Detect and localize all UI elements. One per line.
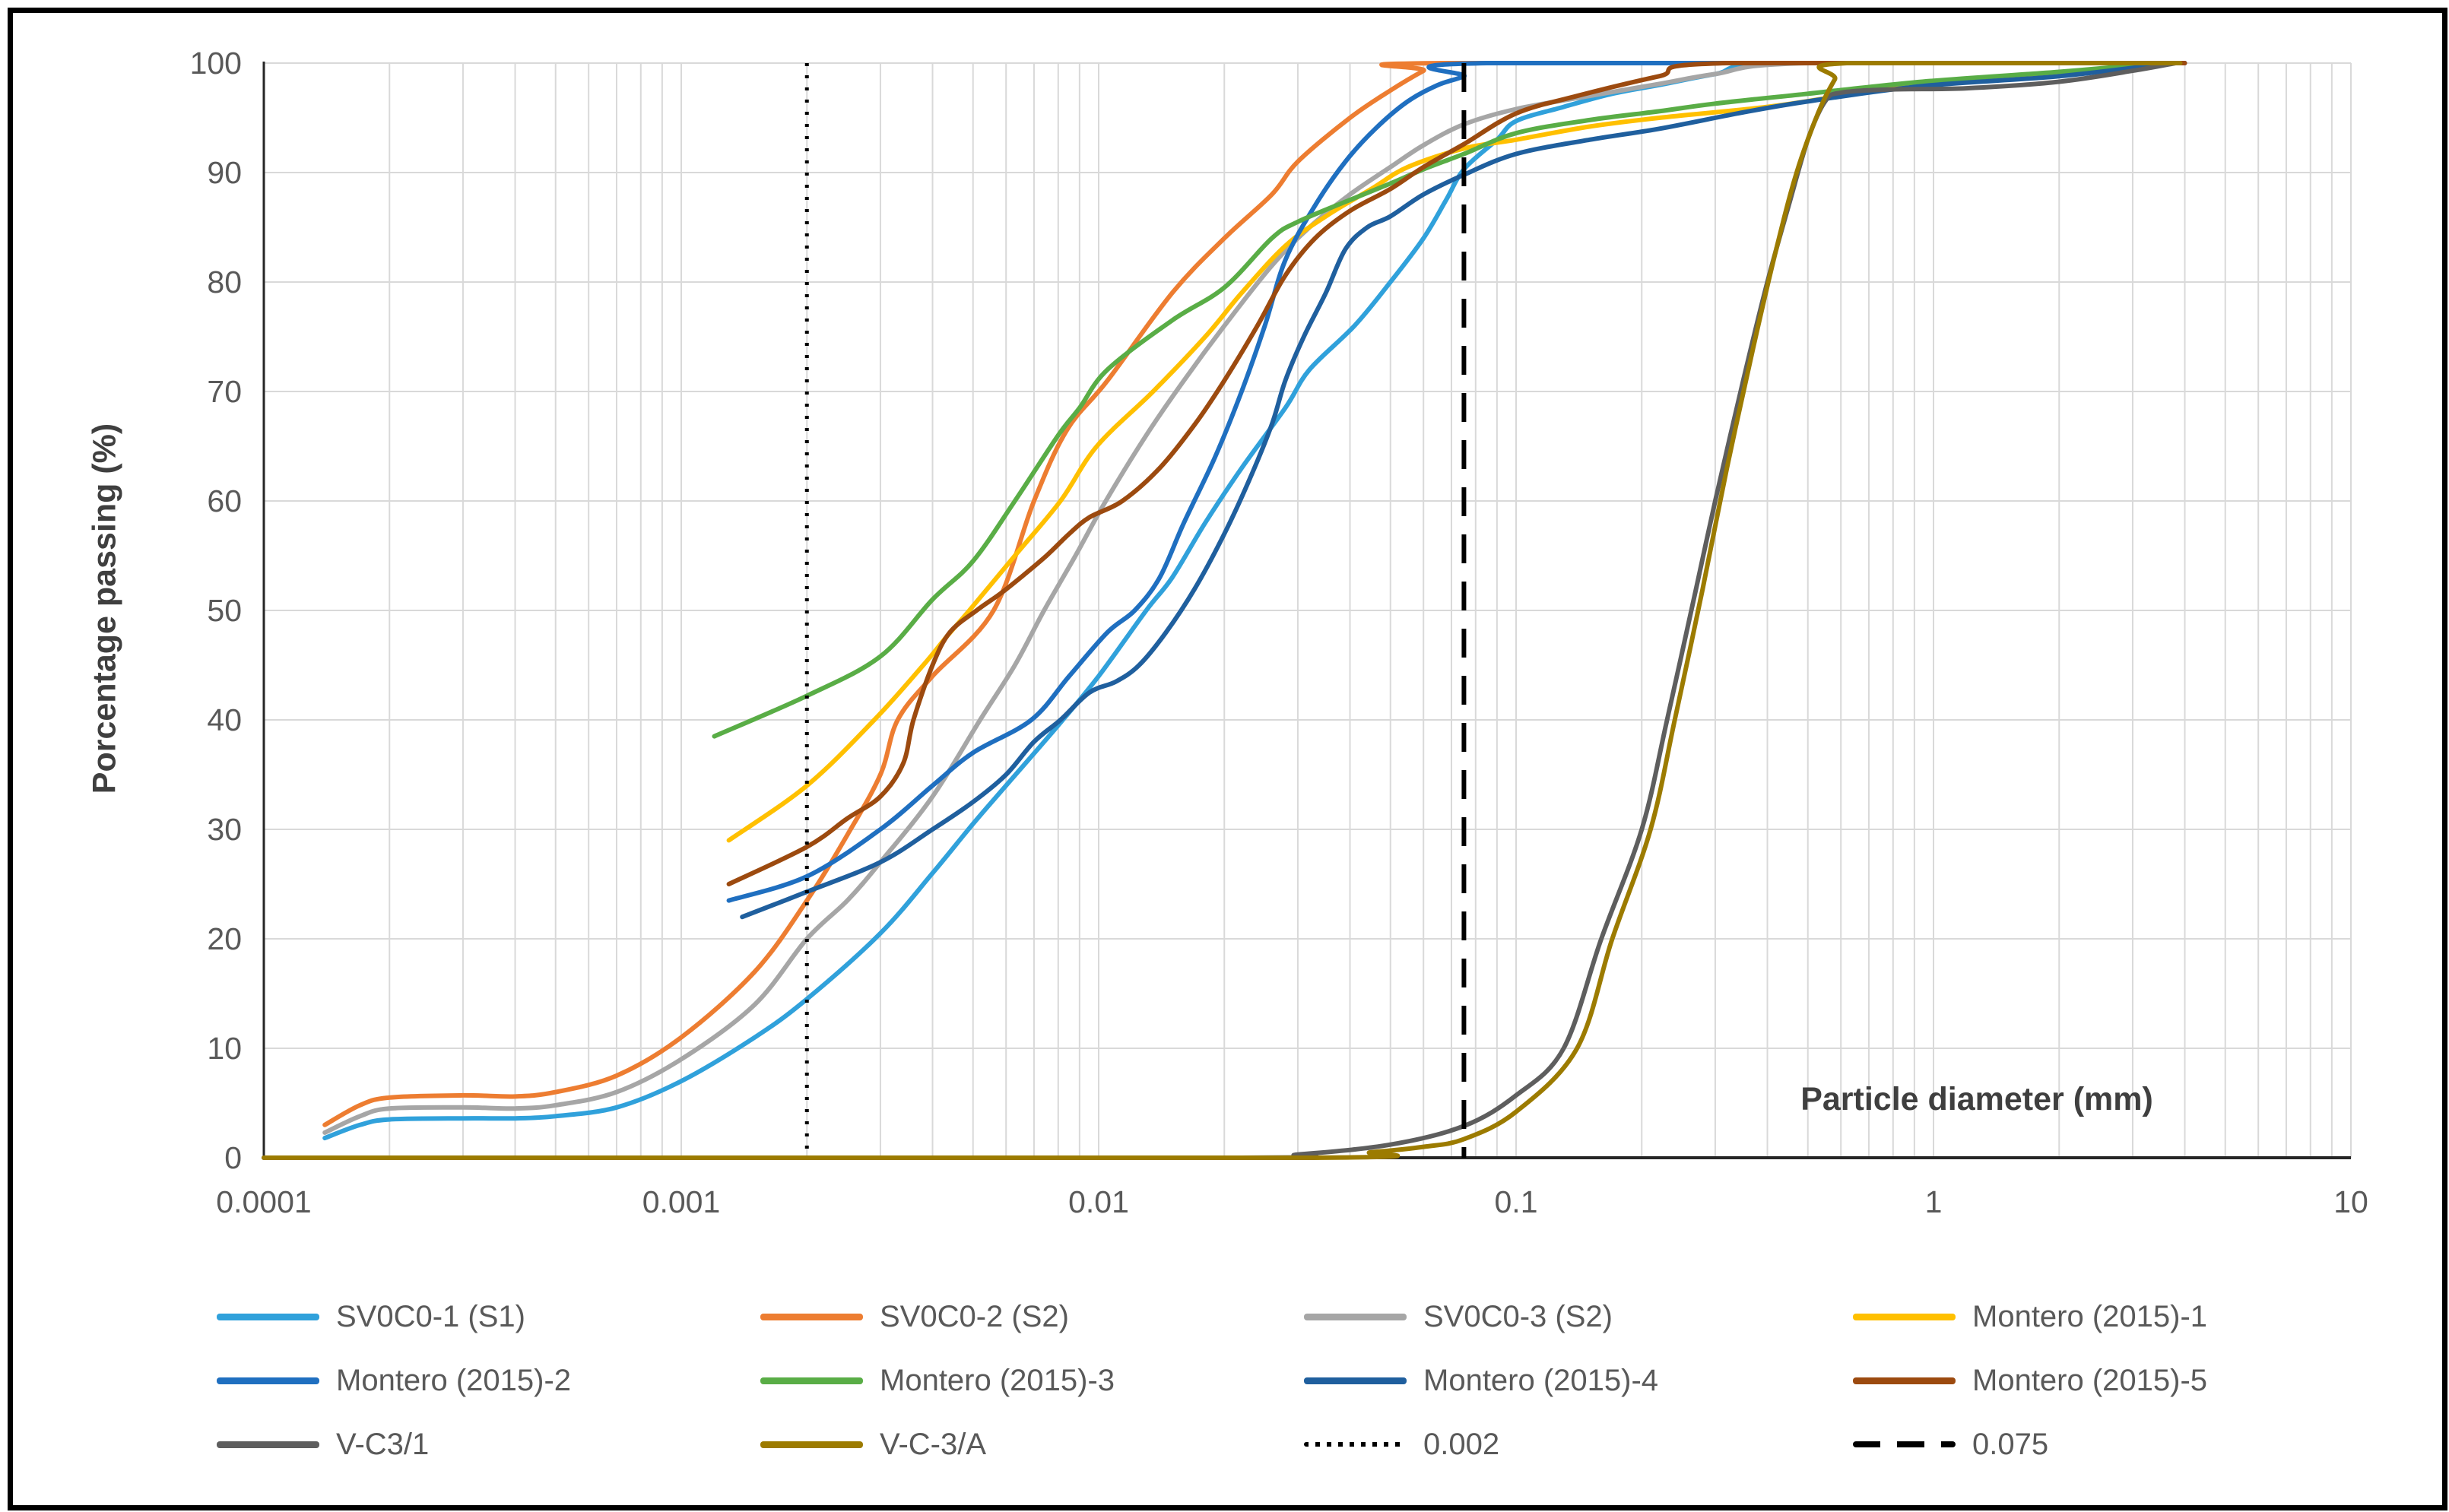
x-tick-0p001: 0.001 xyxy=(642,1184,721,1219)
y-tick-100: 100 xyxy=(189,46,242,81)
legend-label: Montero (2015)-1 xyxy=(1972,1299,2208,1333)
y-tick-30: 30 xyxy=(207,812,242,847)
legend-item-montero-1: Montero (2015)-1 xyxy=(1853,1297,2207,1336)
legend-swatch-ref-0075 xyxy=(1853,1441,1956,1447)
legend-item-v-c3-1: V-C3/1 xyxy=(217,1425,429,1464)
y-tick-60: 60 xyxy=(207,483,242,518)
legend-item-montero-4: Montero (2015)-4 xyxy=(1304,1361,1658,1400)
x-axis-title: Particle diameter (mm) xyxy=(1800,1081,2153,1117)
legend-swatch-ref-0002 xyxy=(1304,1442,1407,1447)
legend-swatch-montero-2 xyxy=(217,1377,319,1384)
legend-swatch-v-c-3-a xyxy=(760,1441,863,1448)
chart-outer-border xyxy=(8,8,2447,1510)
y-tick-40: 40 xyxy=(207,702,242,737)
legend-item-ref-0075: 0.075 xyxy=(1853,1425,2048,1464)
legend-label: Montero (2015)-4 xyxy=(1423,1363,1659,1397)
y-tick-20: 20 xyxy=(207,921,242,956)
y-tick-80: 80 xyxy=(207,265,242,300)
legend-swatch-montero-1 xyxy=(1853,1313,1956,1320)
legend-label: 0.075 xyxy=(1972,1427,2049,1461)
legend-item-sv0c0-2: SV0C0-2 (S2) xyxy=(760,1297,1069,1336)
legend-label: Montero (2015)-2 xyxy=(336,1363,572,1397)
legend-swatch-sv0c0-1 xyxy=(217,1313,319,1320)
legend-label: V-C3/1 xyxy=(336,1427,430,1461)
legend-label: SV0C0-2 (S2) xyxy=(880,1299,1069,1333)
legend-swatch-sv0c0-3 xyxy=(1304,1313,1407,1320)
legend-item-ref-0002: 0.002 xyxy=(1304,1425,1499,1464)
y-tick-0: 0 xyxy=(224,1140,242,1175)
x-tick-10: 10 xyxy=(2333,1184,2368,1219)
legend-swatch-v-c3-1 xyxy=(217,1441,319,1448)
x-tick-1: 1 xyxy=(1924,1184,1943,1219)
legend-label: SV0C0-1 (S1) xyxy=(336,1299,525,1333)
legend-item-montero-5: Montero (2015)-5 xyxy=(1853,1361,2207,1400)
legend-swatch-montero-4 xyxy=(1304,1377,1407,1384)
x-tick-0p0001: 0.0001 xyxy=(216,1184,312,1219)
y-tick-10: 10 xyxy=(207,1031,242,1066)
legend-item-sv0c0-1: SV0C0-1 (S1) xyxy=(217,1297,525,1336)
legend-item-v-c-3-a: V-C-3/A xyxy=(760,1425,986,1464)
legend-item-montero-3: Montero (2015)-3 xyxy=(760,1361,1115,1400)
y-tick-70: 70 xyxy=(207,374,242,409)
legend-label: 0.002 xyxy=(1423,1427,1500,1461)
legend-label: Montero (2015)-5 xyxy=(1972,1363,2208,1397)
x-tick-0p01: 0.01 xyxy=(1068,1184,1129,1219)
legend-label: V-C-3/A xyxy=(880,1427,987,1461)
legend-label: SV0C0-3 (S2) xyxy=(1423,1299,1613,1333)
legend-item-montero-2: Montero (2015)-2 xyxy=(217,1361,571,1400)
legend-label: Montero (2015)-3 xyxy=(880,1363,1115,1397)
y-tick-50: 50 xyxy=(207,593,242,628)
y-tick-90: 90 xyxy=(207,155,242,190)
legend-swatch-sv0c0-2 xyxy=(760,1313,863,1320)
x-tick-0p1: 0.1 xyxy=(1494,1184,1538,1219)
y-axis-title: Porcentage passing (%) xyxy=(86,423,123,794)
legend-item-sv0c0-3: SV0C0-3 (S2) xyxy=(1304,1297,1613,1336)
legend-swatch-montero-5 xyxy=(1853,1377,1956,1384)
legend-swatch-montero-3 xyxy=(760,1377,863,1384)
